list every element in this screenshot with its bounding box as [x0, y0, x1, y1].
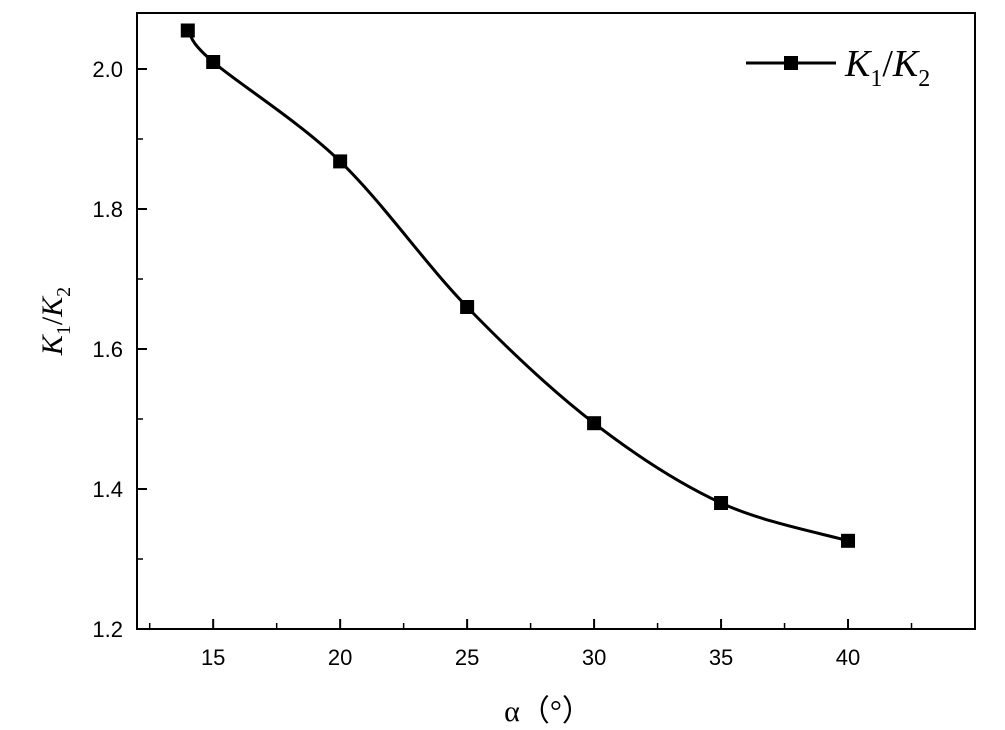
series-markers [180, 23, 856, 548]
y-tick-label: 1.2 [92, 617, 123, 642]
y-tick-label: 1.8 [92, 197, 123, 222]
x-axis: 15 20 25 30 35 40 [148, 619, 913, 670]
legend-marker [784, 56, 798, 70]
data-point-marker [180, 23, 195, 38]
y-tick-label: 1.6 [92, 337, 123, 362]
data-point-marker [714, 496, 729, 510]
y-tick-label: 2.0 [92, 57, 123, 82]
x-tick-label: 20 [328, 645, 352, 670]
data-point-marker [587, 416, 602, 431]
legend-label: K1/K2 [844, 43, 930, 92]
y-axis: 1.2 1.4 1.6 1.8 2.0 [92, 57, 147, 642]
data-point-marker [333, 154, 348, 169]
x-tick-label: 40 [836, 645, 860, 670]
series-line-k1-k2 [186, 29, 849, 543]
x-axis-label: α（°） [504, 695, 592, 728]
legend: K1/K2 [746, 43, 930, 92]
y-axis-label: K1/K2 [36, 287, 75, 356]
data-point-marker [460, 300, 475, 314]
x-tick-label: 35 [709, 645, 733, 670]
x-tick-label: 30 [582, 645, 606, 670]
y-tick-label: 1.4 [92, 477, 123, 502]
x-tick-label: 25 [455, 645, 479, 670]
data-point-marker [206, 55, 221, 69]
data-point-marker [841, 533, 856, 548]
plot-frame [136, 12, 976, 630]
x-tick-label: 15 [201, 645, 225, 670]
